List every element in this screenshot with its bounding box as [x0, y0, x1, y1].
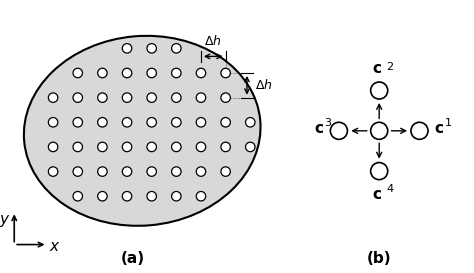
Circle shape [48, 118, 58, 127]
Text: $\mathbf{c}$: $\mathbf{c}$ [372, 187, 382, 202]
Circle shape [147, 118, 156, 127]
Text: $\mathbf{c}$: $\mathbf{c}$ [434, 121, 444, 136]
Circle shape [196, 118, 206, 127]
Circle shape [147, 167, 156, 176]
Circle shape [48, 93, 58, 102]
Text: $x$: $x$ [49, 239, 60, 254]
Circle shape [122, 68, 132, 78]
Circle shape [48, 167, 58, 176]
Circle shape [147, 142, 156, 152]
Circle shape [172, 44, 181, 53]
Circle shape [196, 167, 206, 176]
Circle shape [196, 68, 206, 78]
Text: $3$: $3$ [324, 116, 332, 128]
Circle shape [73, 191, 82, 201]
Text: $2$: $2$ [386, 60, 394, 72]
Circle shape [73, 142, 82, 152]
Circle shape [221, 93, 230, 102]
Circle shape [371, 82, 388, 99]
Circle shape [246, 118, 255, 127]
Circle shape [196, 142, 206, 152]
Circle shape [221, 142, 230, 152]
Text: $4$: $4$ [386, 182, 395, 194]
Circle shape [147, 191, 156, 201]
Circle shape [172, 142, 181, 152]
Circle shape [221, 68, 230, 78]
Circle shape [147, 44, 156, 53]
Circle shape [122, 44, 132, 53]
Circle shape [122, 167, 132, 176]
Circle shape [221, 118, 230, 127]
Circle shape [73, 167, 82, 176]
Circle shape [122, 118, 132, 127]
Circle shape [98, 118, 107, 127]
Text: $\Delta h$: $\Delta h$ [255, 78, 273, 92]
Text: $1$: $1$ [444, 116, 452, 128]
Text: (b): (b) [367, 251, 392, 266]
Circle shape [122, 93, 132, 102]
Circle shape [98, 93, 107, 102]
Text: $\mathbf{c}$: $\mathbf{c}$ [372, 61, 382, 76]
Circle shape [98, 191, 107, 201]
Circle shape [221, 167, 230, 176]
Circle shape [98, 167, 107, 176]
Circle shape [73, 68, 82, 78]
Circle shape [330, 122, 347, 139]
Text: $\Delta h$: $\Delta h$ [204, 34, 222, 48]
Text: $\mathbf{c}$: $\mathbf{c}$ [314, 121, 324, 136]
Circle shape [73, 93, 82, 102]
Circle shape [98, 68, 107, 78]
Circle shape [122, 191, 132, 201]
Circle shape [371, 162, 388, 180]
Circle shape [73, 118, 82, 127]
Circle shape [172, 118, 181, 127]
Circle shape [48, 142, 58, 152]
Circle shape [147, 93, 156, 102]
Circle shape [172, 68, 181, 78]
Circle shape [172, 93, 181, 102]
Circle shape [147, 68, 156, 78]
Text: $y$: $y$ [0, 213, 10, 229]
Ellipse shape [24, 36, 261, 226]
Circle shape [196, 191, 206, 201]
Text: (a): (a) [121, 251, 145, 266]
Circle shape [196, 93, 206, 102]
Circle shape [371, 122, 388, 139]
Circle shape [172, 191, 181, 201]
Circle shape [98, 142, 107, 152]
Circle shape [411, 122, 428, 139]
Circle shape [122, 142, 132, 152]
Circle shape [172, 167, 181, 176]
Circle shape [246, 142, 255, 152]
